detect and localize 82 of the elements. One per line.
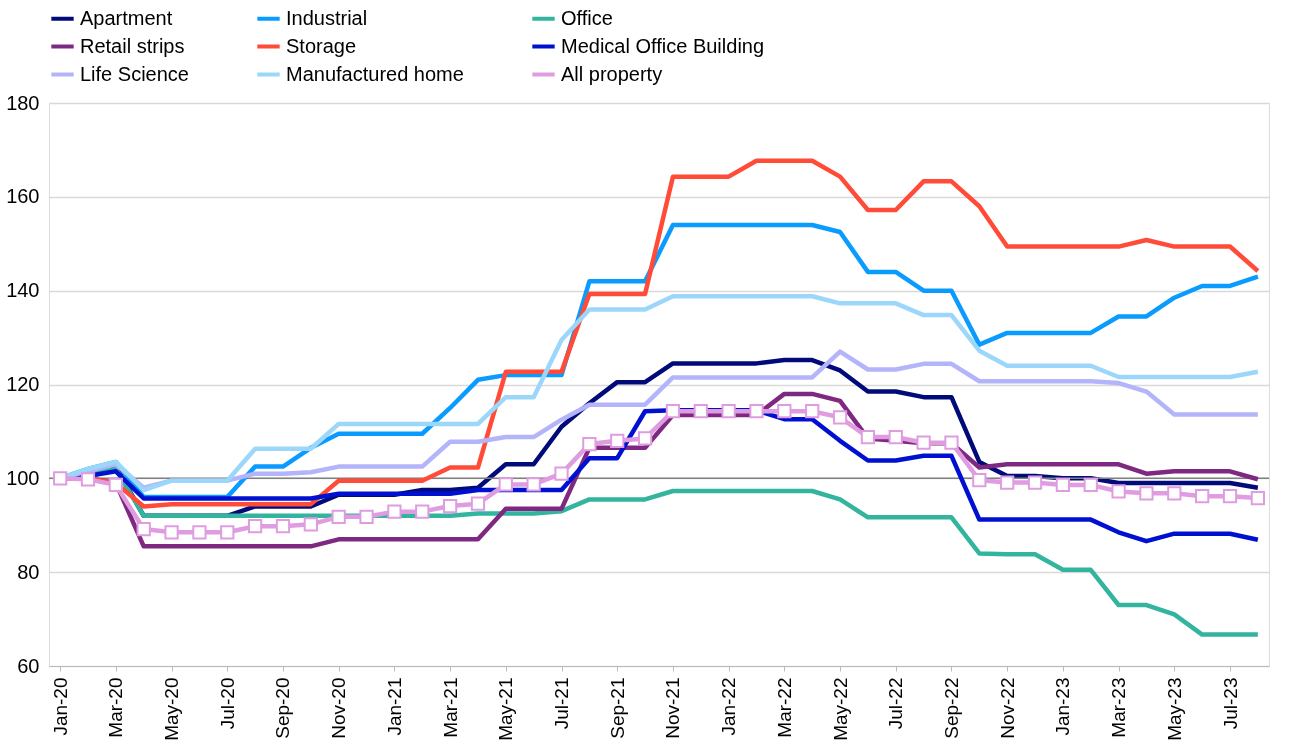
y-tick-label: 120	[6, 373, 40, 395]
point	[387, 504, 402, 519]
x-tick-label: Sep-21	[606, 677, 628, 739]
x-tick-label: Jan-21	[383, 677, 405, 736]
point	[1250, 490, 1265, 506]
point	[888, 429, 903, 445]
y-tick-label: 60	[17, 654, 40, 677]
point	[1055, 477, 1070, 493]
x-tick-label: May-20	[161, 677, 183, 741]
point	[331, 509, 346, 524]
x-tick-label: Mar-21	[439, 677, 461, 738]
point	[80, 472, 96, 487]
legend-label: Storage	[286, 34, 357, 57]
point	[832, 410, 848, 425]
x-tick-label: Mar-23	[1108, 677, 1130, 738]
x-tick-label: Sep-20	[272, 677, 294, 739]
x-tick-label: Nov-22	[996, 677, 1018, 739]
y-tick-label: 100	[6, 466, 40, 489]
point	[1195, 489, 1210, 504]
point	[1027, 475, 1043, 490]
x-tick-label: Mar-20	[105, 677, 127, 738]
point	[637, 431, 653, 446]
point	[1111, 484, 1126, 499]
x-tick-label: May-23	[1163, 677, 1185, 741]
point	[303, 517, 318, 532]
point	[220, 525, 235, 540]
point	[693, 404, 708, 419]
x-tick-label: Jul-21	[551, 677, 573, 730]
legend-label: Office	[561, 6, 613, 29]
point	[610, 433, 625, 448]
legend-label: Industrial	[286, 6, 368, 29]
y-tick-label: 140	[6, 279, 40, 302]
x-tick-label: Mar-22	[773, 677, 795, 738]
legend-label: Apartment	[80, 6, 173, 29]
x-tick-label: Jul-22	[885, 677, 907, 730]
point	[1139, 486, 1154, 501]
point	[554, 466, 569, 481]
point	[860, 429, 876, 445]
x-tick-label: May-21	[495, 677, 517, 741]
x-tick-label: Jul-20	[216, 677, 238, 730]
point	[665, 404, 681, 419]
point	[442, 498, 458, 514]
x-tick-label: Nov-21	[662, 677, 684, 739]
point	[1167, 486, 1182, 501]
legend-label: All property	[561, 62, 663, 85]
point	[777, 404, 792, 419]
point	[582, 436, 597, 452]
point	[498, 477, 513, 492]
y-tick-label: 80	[17, 560, 40, 583]
point	[136, 521, 151, 537]
legend-label: Medical Office Building	[561, 34, 765, 57]
point	[275, 519, 291, 534]
legend-label: Manufactured home	[286, 62, 464, 85]
point	[721, 404, 736, 419]
x-tick-label: May-22	[829, 677, 851, 741]
point	[108, 477, 123, 493]
point	[526, 477, 541, 492]
point	[1000, 475, 1015, 490]
point	[164, 525, 179, 540]
x-tick-label: Jan-22	[718, 677, 740, 736]
x-tick-label: Jan-20	[49, 677, 71, 736]
point	[944, 435, 959, 450]
x-tick-label: Sep-22	[940, 677, 962, 739]
point	[805, 404, 820, 419]
y-tick-label: 180	[6, 91, 40, 114]
point	[247, 519, 263, 534]
legend-label: Life Science	[80, 62, 189, 85]
point	[359, 509, 374, 524]
x-tick-label: Jul-23	[1219, 677, 1241, 730]
legend-label: Retail strips	[80, 34, 185, 57]
point	[1222, 489, 1238, 504]
point	[53, 471, 68, 486]
x-tick-label: Jan-23	[1052, 677, 1074, 736]
point	[972, 473, 987, 488]
point	[192, 525, 207, 540]
point	[470, 496, 486, 511]
y-tick-label: 160	[6, 185, 40, 208]
x-tick-label: Nov-20	[328, 677, 350, 739]
point	[415, 504, 430, 519]
point	[1083, 477, 1098, 493]
point	[916, 435, 931, 450]
point	[749, 404, 764, 419]
